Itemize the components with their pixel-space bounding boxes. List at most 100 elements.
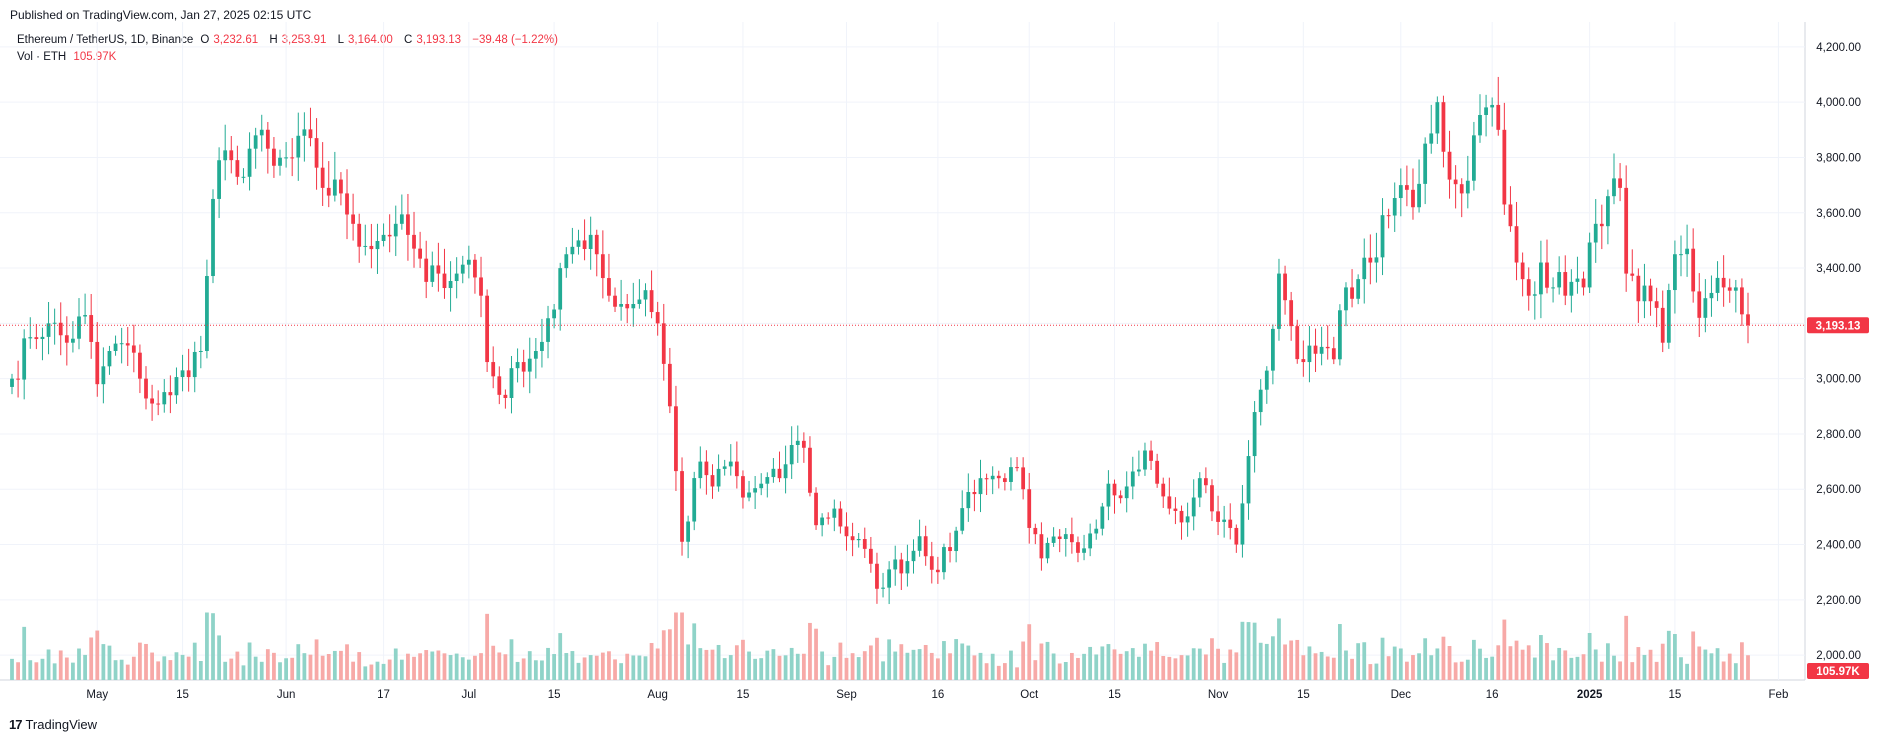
price-tick-label: 3,400.00 (1816, 263, 1861, 275)
candle-body (850, 536, 855, 541)
candle-body (1740, 287, 1744, 315)
volume-bar (1569, 657, 1574, 680)
candle-body (412, 234, 416, 249)
candle-body (509, 368, 514, 398)
candle-body (1599, 223, 1604, 227)
last-price-badge (1807, 317, 1869, 334)
candle-body (448, 280, 453, 289)
volume-bar (1441, 636, 1446, 680)
candle-body (34, 337, 39, 340)
candle-body (125, 343, 130, 346)
candle-body (1033, 527, 1038, 535)
volume-bar (192, 642, 197, 680)
volume-bar (406, 653, 410, 680)
candle-body (540, 341, 544, 351)
candle-body (1520, 262, 1525, 280)
candle-body (308, 129, 313, 139)
candle-body (856, 539, 861, 541)
volume-bar (1368, 664, 1373, 680)
candle-body (1069, 534, 1074, 543)
volume-bar (198, 661, 203, 680)
candle-body (838, 508, 843, 527)
candle-body (826, 517, 831, 519)
price-tick-label: 3,600.00 (1816, 208, 1861, 220)
volume-bar (1240, 621, 1245, 680)
volume-bar (1149, 650, 1153, 680)
volume-bar (1234, 652, 1239, 680)
volume-bar (588, 655, 593, 680)
volume-bar (1539, 635, 1543, 680)
volume-bar (28, 660, 33, 680)
candle-body (223, 150, 228, 161)
candle-body (174, 377, 179, 396)
candle-body (503, 394, 508, 398)
volume-bar (765, 650, 770, 680)
symbol-label[interactable]: Ethereum / TetherUS, 1D, Binance (17, 34, 194, 46)
candle-body (564, 254, 569, 269)
volume-bar (600, 652, 605, 680)
volume-bar (503, 654, 508, 680)
volume-bar (168, 660, 173, 680)
volume-bar (625, 653, 630, 680)
volume-bar (22, 626, 27, 680)
volume-bar (284, 658, 288, 680)
candle-body (911, 550, 916, 562)
volume-bar (1076, 657, 1080, 680)
candle-body (771, 468, 776, 478)
candle-body (667, 363, 672, 407)
volume-bar (1685, 663, 1689, 680)
volume-bar (64, 657, 69, 680)
candle-body (1679, 254, 1683, 256)
candle-body (1441, 102, 1446, 152)
volume-bar (1721, 661, 1726, 680)
ohlc-legend: Ethereum / TetherUS, 1D, Binance O 3,232.… (17, 34, 562, 46)
candle-body (1508, 204, 1513, 227)
volume-bar (448, 655, 453, 680)
candle-body (649, 290, 654, 313)
candle-body (278, 157, 282, 166)
volume-bar (290, 657, 295, 680)
candle-body (16, 378, 20, 380)
candle-body (28, 337, 33, 339)
volume-bar (1691, 631, 1696, 680)
volume-bar (138, 642, 142, 680)
published-caption: Published on TradingView.com, Jan 27, 20… (10, 8, 312, 22)
volume-bar (1581, 654, 1586, 680)
volume-bar (1015, 667, 1019, 680)
volume-bar (734, 645, 739, 680)
candle-body (1307, 345, 1312, 363)
volume-bar (552, 654, 557, 680)
time-tick-label: 17 (377, 689, 390, 701)
candle-body (1277, 273, 1281, 329)
volume-bar (265, 649, 270, 680)
volume-bar (345, 644, 349, 680)
volume-bar (375, 661, 380, 680)
volume-bar (1618, 661, 1622, 680)
candle-body (613, 295, 617, 307)
candle-body (1691, 248, 1696, 292)
volume-bar (1478, 648, 1482, 680)
candle-body (1283, 273, 1287, 301)
candle-body (661, 323, 666, 364)
volume-bar (972, 655, 977, 680)
high-label: H (269, 34, 278, 46)
tradingview-logo[interactable]: 17 TradingView (9, 717, 97, 732)
volume-bar (576, 662, 581, 680)
candle-body (686, 521, 691, 542)
volume-bar (741, 639, 745, 680)
candle-body (381, 234, 386, 241)
candle-body (113, 343, 118, 351)
volume-bar (436, 650, 441, 680)
volume-bar (1283, 644, 1287, 680)
volume-bar (1295, 639, 1300, 680)
time-tick-label: Sep (836, 689, 856, 701)
volume-bar (1057, 663, 1062, 680)
volume-label[interactable]: Vol · ETH (17, 51, 67, 63)
candle-body (1642, 285, 1647, 302)
volume-bar (296, 644, 301, 680)
candle-body (40, 336, 45, 340)
volume-bar (1733, 663, 1738, 680)
candle-body (1423, 143, 1428, 184)
candle-body (1532, 294, 1537, 296)
